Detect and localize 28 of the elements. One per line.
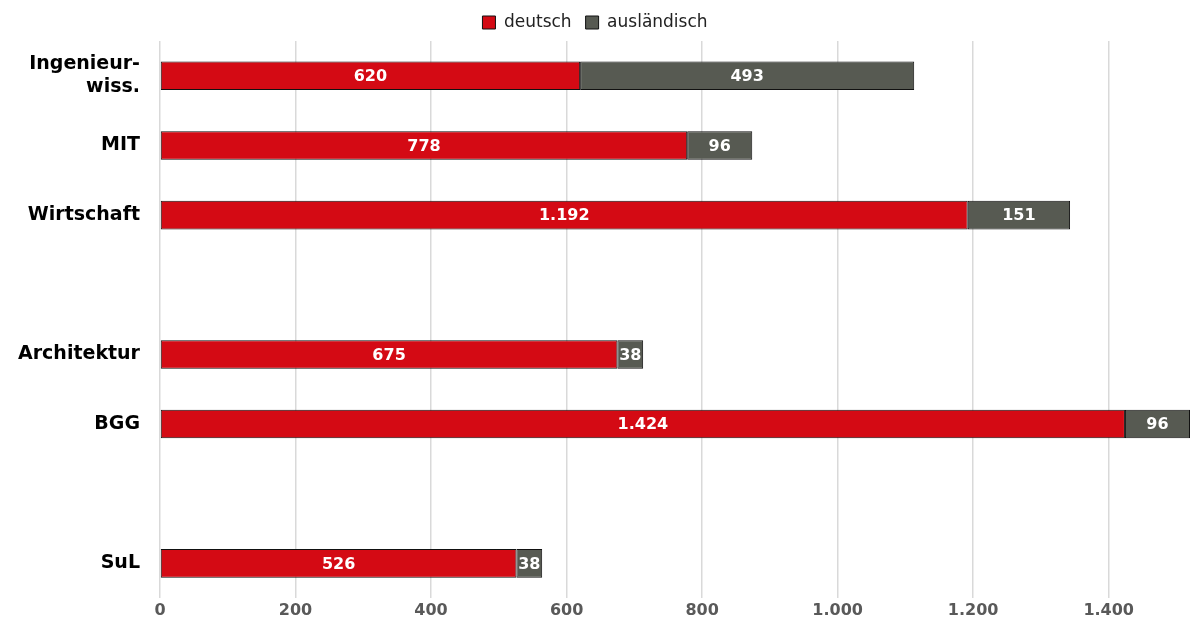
x-tick-label: 1.000 <box>812 599 863 619</box>
data-label: 778 <box>407 135 441 155</box>
y-tick-label: Architektur <box>18 341 141 364</box>
legend-label: deutsch <box>503 10 572 31</box>
x-tick-label: 800 <box>685 599 719 619</box>
data-label: 96 <box>708 135 731 155</box>
data-label: 151 <box>1002 205 1036 225</box>
y-tick-label: Ingenieur- wiss. <box>29 51 140 97</box>
data-label: 1.424 <box>617 414 669 434</box>
y-tick-label: BGG <box>94 411 140 434</box>
data-label: 96 <box>1146 414 1169 434</box>
data-label: 620 <box>353 65 388 85</box>
x-tick-label: 600 <box>549 599 584 619</box>
data-label: 526 <box>321 553 356 573</box>
data-label: 38 <box>619 344 642 364</box>
x-tick-label: 1.400 <box>1083 599 1134 619</box>
y-tick-label: Wirtschaft <box>27 202 140 225</box>
y-tick-label: SuL <box>100 550 140 573</box>
x-tick-label: 0 <box>154 599 166 619</box>
legend-label: ausländisch <box>607 10 708 31</box>
x-tick-label: 400 <box>414 599 448 619</box>
x-tick-label: 1.200 <box>947 599 999 619</box>
data-label: 493 <box>730 65 764 85</box>
data-label: 1.192 <box>538 205 590 225</box>
y-tick-label: MIT <box>101 132 141 155</box>
data-label: 675 <box>372 344 406 364</box>
data-label: 38 <box>518 553 541 573</box>
x-tick-label: 200 <box>278 599 313 619</box>
